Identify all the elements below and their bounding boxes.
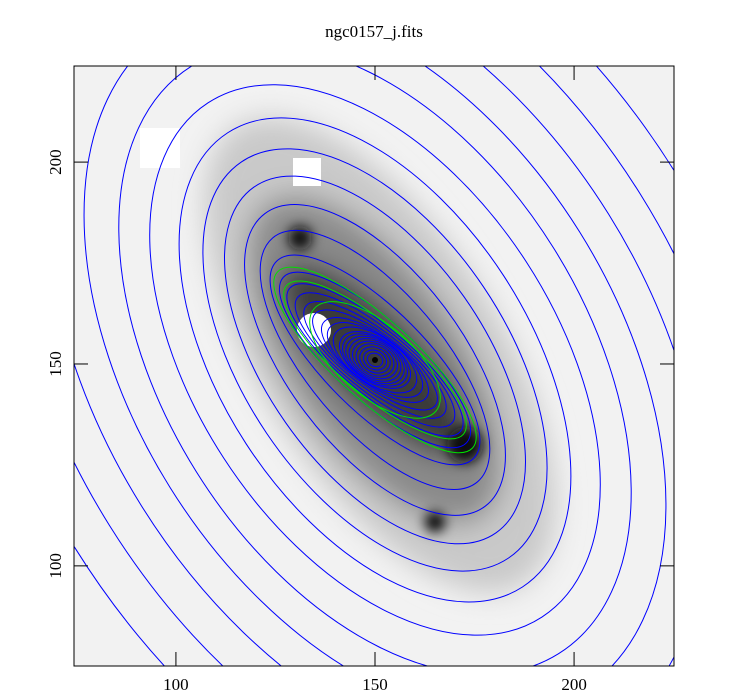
y-tick-label: 150 [46, 351, 65, 377]
isophote [366, 352, 384, 368]
isophote [345, 335, 405, 385]
isophote [359, 346, 391, 374]
isophote [348, 338, 402, 382]
isophote [202, 148, 548, 572]
isophote [326, 322, 424, 398]
center-point [371, 356, 378, 363]
isophote [273, 266, 477, 454]
y-tick-label: 100 [46, 553, 65, 579]
isophote [149, 84, 601, 636]
isophote [259, 229, 491, 490]
x-tick-label: 150 [362, 675, 388, 694]
isophote [178, 117, 572, 603]
isophote [312, 309, 438, 411]
chart-title: ngc0157_j.fits [325, 22, 423, 41]
mask-patch [140, 128, 180, 168]
isophote [294, 292, 456, 428]
isophote [269, 254, 481, 466]
isophote [286, 283, 464, 437]
plot-frame [73, 65, 675, 667]
isophote [362, 349, 388, 371]
isophote [224, 175, 526, 545]
isophote [355, 343, 395, 377]
isophote [342, 333, 408, 387]
isophote [303, 301, 447, 419]
isophote [309, 301, 441, 419]
x-tick-label: 200 [561, 675, 587, 694]
isophote [339, 331, 411, 389]
x-tick-label: 100 [163, 675, 189, 694]
y-tick-label: 200 [46, 149, 65, 175]
isophote [352, 340, 398, 380]
mask-patch [293, 158, 321, 186]
isophote [283, 280, 467, 440]
isophote [320, 317, 430, 403]
isophote [244, 204, 506, 516]
